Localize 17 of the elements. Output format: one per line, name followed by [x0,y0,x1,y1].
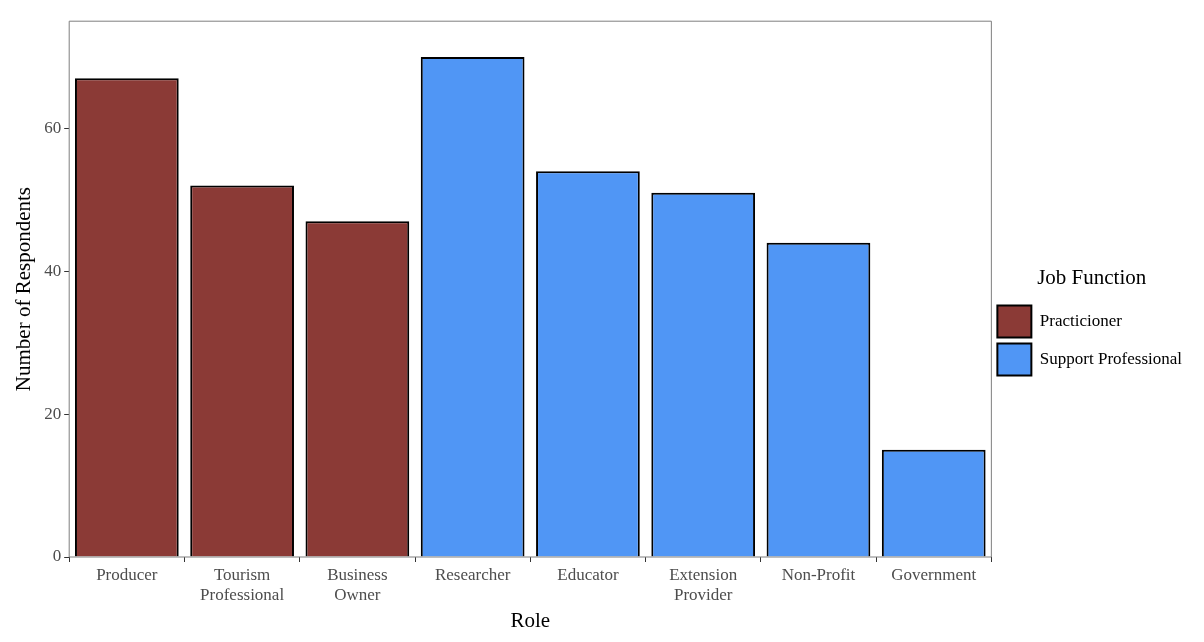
x-axis-title: Role [510,607,551,632]
legend-title: Job Function [1037,265,1147,290]
y-tick-label: 0 [52,546,62,566]
x-tick-label: Business Owner [327,564,388,605]
legend-label: Support Professional [1039,349,1183,369]
x-tick-label: Extension Provider [669,564,738,605]
x-tick-label: Educator [557,564,619,584]
x-tick-label: Non-Profit [781,564,856,584]
x-tick-label: Producer [96,564,158,584]
legend-label: Practicioner [1039,311,1123,331]
x-tick-label: Government [891,564,977,584]
y-axis-title: Number of Respondents [11,187,36,392]
x-tick-label: Researcher [434,564,511,584]
y-tick-label: 60 [44,117,62,137]
x-tick-label: Tourism Professional [200,564,285,605]
y-tick-label: 20 [44,403,62,423]
y-tick-label: 40 [44,260,62,280]
